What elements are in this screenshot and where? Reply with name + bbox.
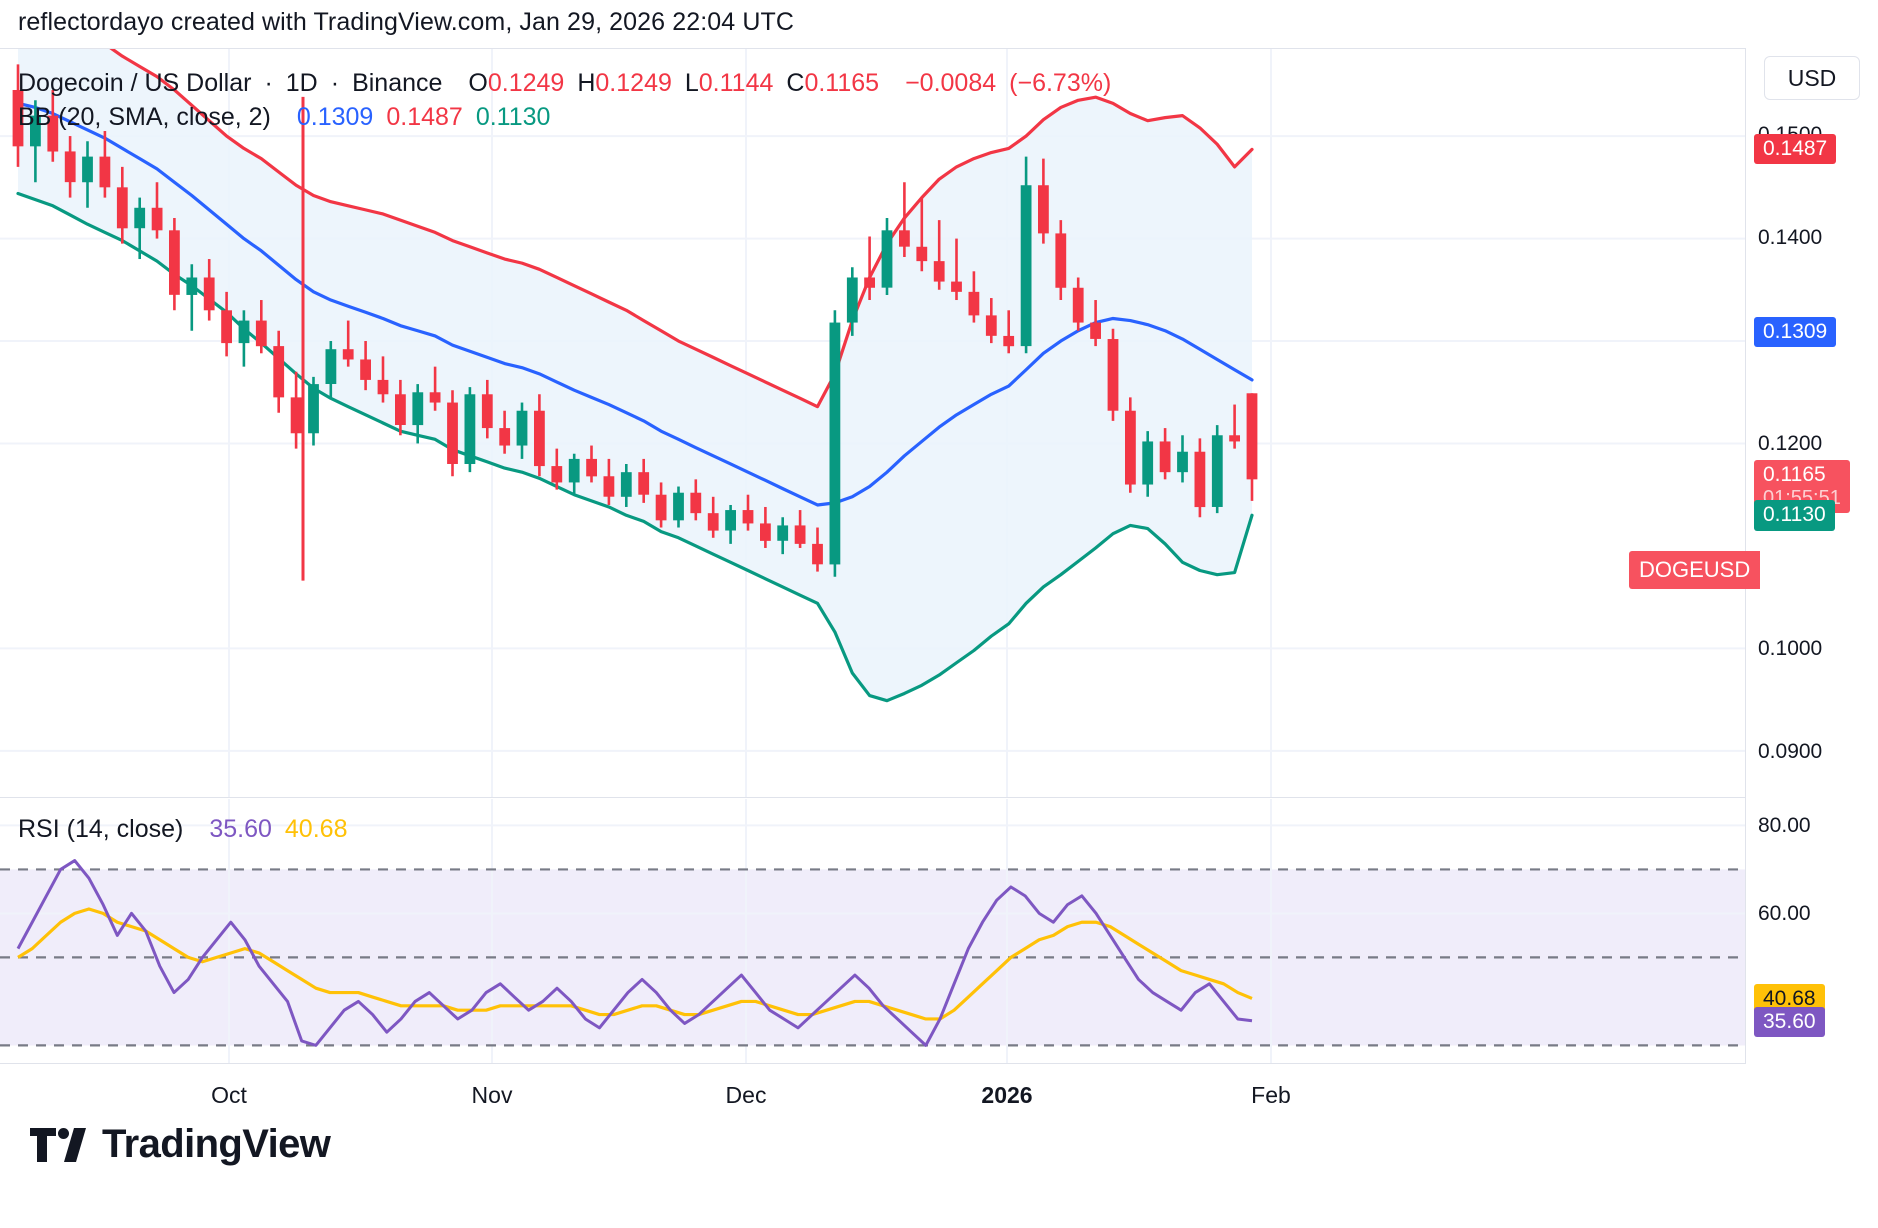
- time-axis[interactable]: Oct Nov Dec 2026 Feb: [0, 1064, 1745, 1128]
- price-plot: [0, 49, 1745, 797]
- price-tick-label: 0.0900: [1758, 739, 1823, 763]
- price-pane[interactable]: Dogecoin / US Dollar · 1D · Binance O0.1249 H0…: [0, 48, 1745, 798]
- time-axis-label: Oct: [211, 1082, 247, 1108]
- currency-pill[interactable]: USD: [1764, 56, 1860, 100]
- time-axis-label: Feb: [1251, 1082, 1291, 1108]
- footer-branding: TradingView: [30, 1122, 331, 1167]
- chart-frame: Dogecoin / US Dollar · 1D · Binance O0.1249 H0…: [0, 48, 1878, 1108]
- price-tick-label: 0.1400: [1758, 226, 1823, 250]
- rsi-tick-label: 60.00: [1758, 901, 1811, 925]
- rsi-value-badge: 35.60: [1754, 1006, 1825, 1037]
- ticker-flag: DOGEUSD: [1629, 551, 1761, 589]
- bb-basis-badge: 0.1309: [1754, 316, 1837, 347]
- price-tick-label: 0.1000: [1758, 637, 1823, 661]
- attribution-text: reflectordayo created with TradingView.c…: [18, 8, 795, 36]
- time-axis-label: Nov: [471, 1082, 513, 1108]
- time-axis-label: 2026: [981, 1082, 1033, 1108]
- rsi-tick-label: 80.00: [1758, 813, 1811, 837]
- tradingview-wordmark: TradingView: [102, 1122, 331, 1166]
- price-scale[interactable]: USD 0.15000.14000.13000.12000.10000.0900…: [1745, 48, 1878, 1064]
- bb-lower-badge: 0.1130: [1754, 500, 1835, 531]
- tradingview-logo-icon: [30, 1127, 86, 1162]
- rsi-plot: [0, 799, 1745, 1063]
- time-axis-label: Dec: [725, 1082, 767, 1108]
- rsi-pane[interactable]: RSI (14, close) 35.60 40.68: [0, 799, 1745, 1064]
- price-tick-label: 0.1200: [1758, 431, 1823, 455]
- bb-upper-badge: 0.1487: [1754, 133, 1837, 164]
